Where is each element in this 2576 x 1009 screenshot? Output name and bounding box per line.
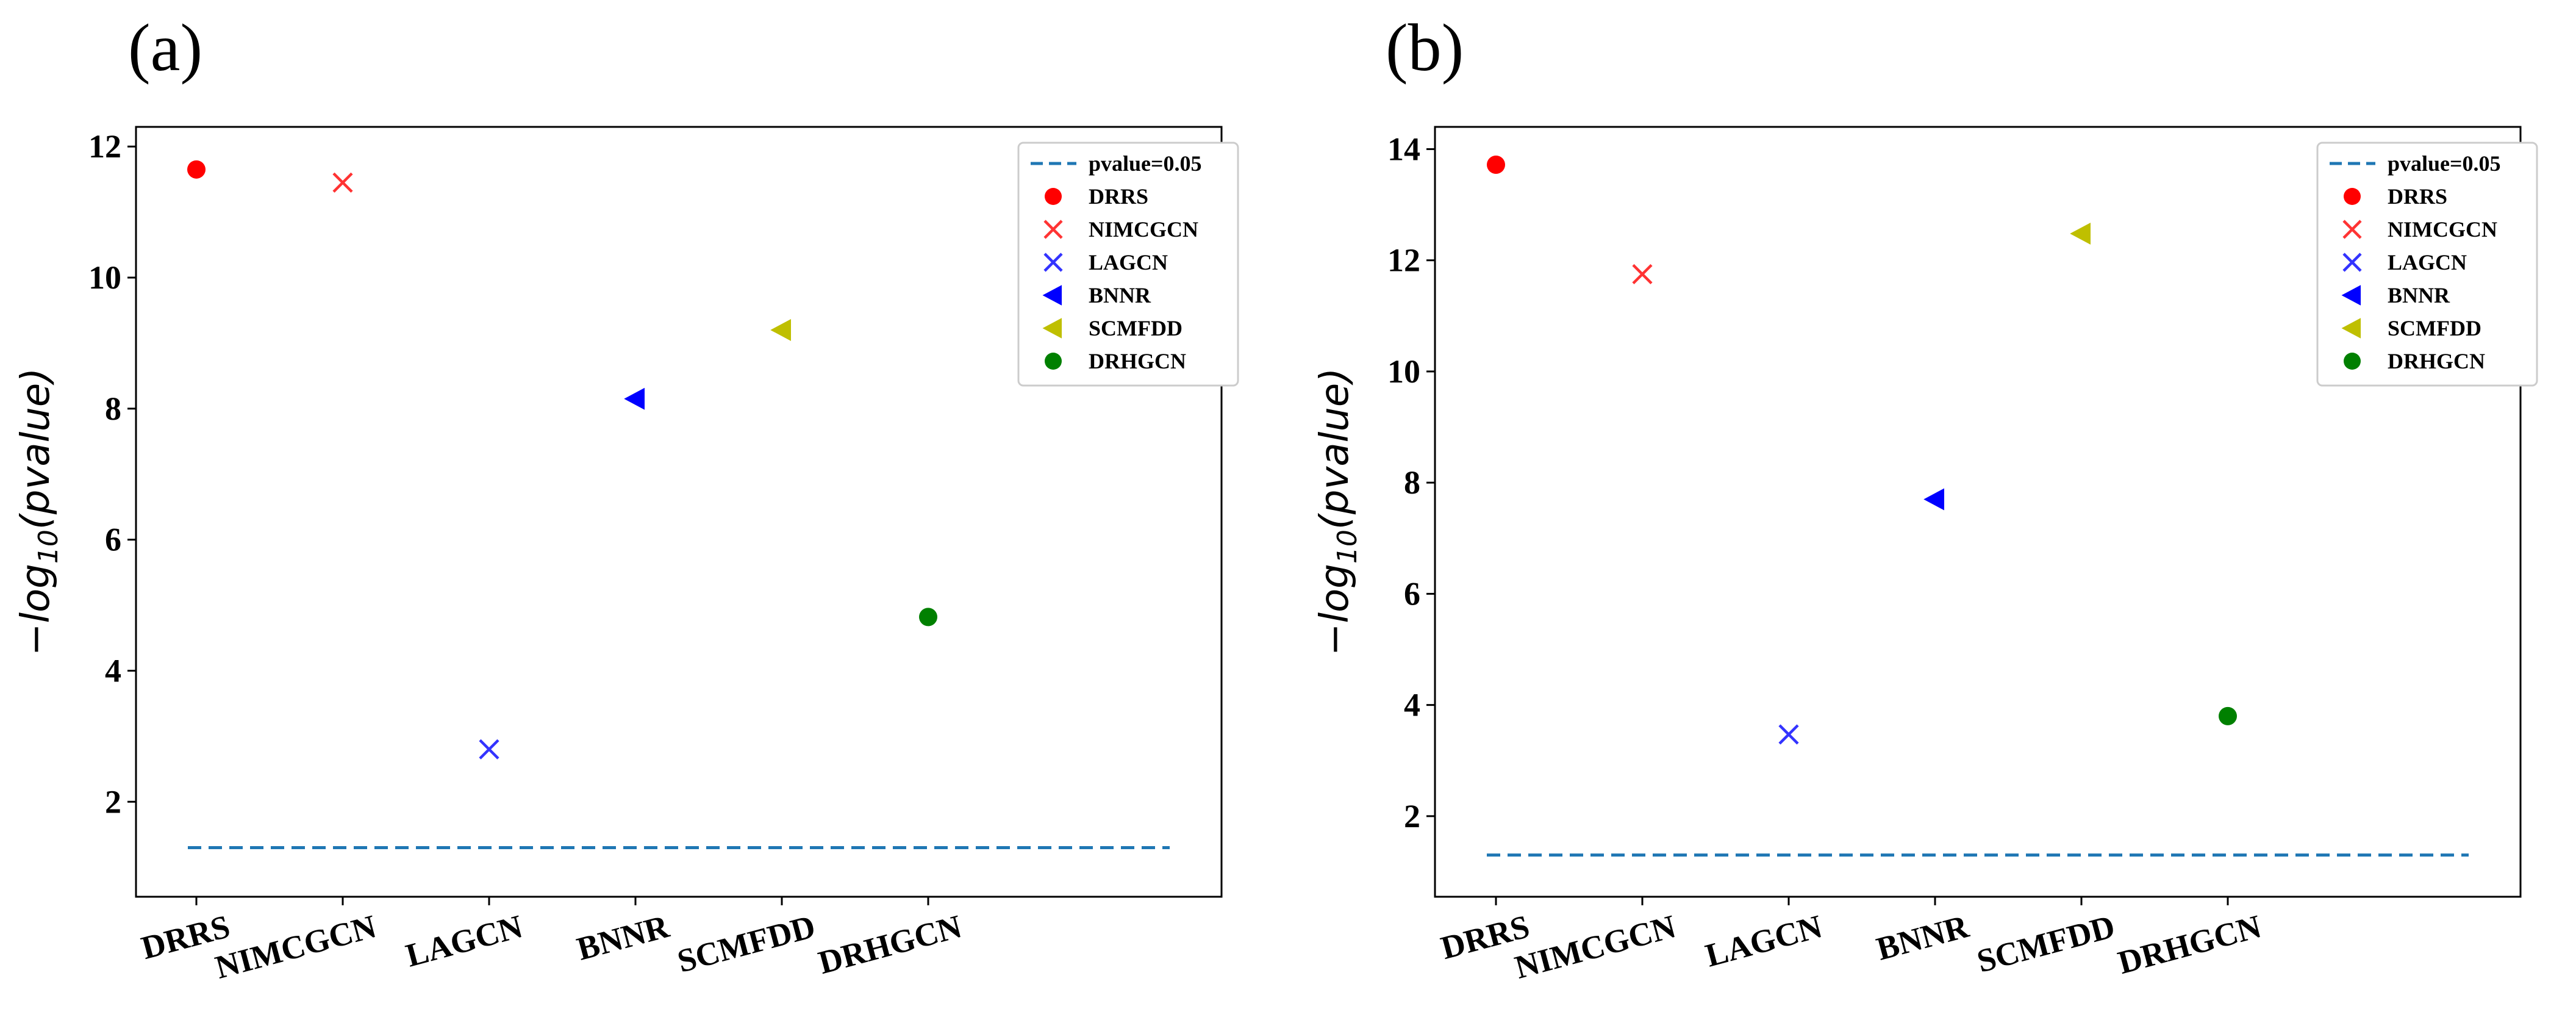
x-tick-label-scmfdd: SCMFDD xyxy=(673,908,819,980)
x-tick-label-bnnr: BNNR xyxy=(1873,908,1973,968)
y-tick-label: 12 xyxy=(1387,242,1420,279)
y-tick-label: 6 xyxy=(1404,575,1420,612)
point-drhgcn xyxy=(919,608,937,627)
axes-frame xyxy=(1434,126,2522,898)
point-nimcgcn xyxy=(1632,264,1653,285)
legend-box xyxy=(1017,142,1239,387)
legend-swatch-nimcgcn xyxy=(2342,220,2362,239)
ylabel-main: −log xyxy=(1312,564,1358,656)
y-tick-label: 12 xyxy=(88,128,121,165)
legend-swatch-scmfdd xyxy=(2341,318,2361,339)
x-tick-label-lagcn: LAGCN xyxy=(402,908,526,974)
point-lagcn xyxy=(1778,724,1799,745)
legend-swatch-nimcgcn-stroke-2 xyxy=(2342,220,2362,239)
legend-swatch-drrs xyxy=(1045,188,1062,205)
point-bnnr xyxy=(624,387,645,410)
legend: pvalue=0.05 DRRS NIMCGCN LAGCN BNNR SCMFDD DRH… xyxy=(1017,142,1239,387)
x-tick-label-drhgcn: DRHGCN xyxy=(2114,908,2265,981)
point-nimcgcn-stroke-2 xyxy=(332,172,353,193)
legend-swatch-drhgcn xyxy=(2344,353,2361,370)
legend-threshold-label: pvalue=0.05 xyxy=(1089,151,1202,176)
x-tick-label-nimcgcn: NIMCGCN xyxy=(212,908,380,986)
point-drrs xyxy=(187,160,206,179)
y-tick-label: 8 xyxy=(105,390,121,427)
y-tick-label: 2 xyxy=(105,783,121,820)
point-lagcn-stroke-2 xyxy=(1778,724,1799,745)
axes-frame xyxy=(135,126,1223,898)
y-tick-label: 8 xyxy=(1404,464,1420,501)
legend-label-drrs: DRRS xyxy=(1089,184,1148,209)
legend-label-lagcn: LAGCN xyxy=(1089,250,1168,275)
point-scmfdd xyxy=(2070,222,2091,245)
legend-swatch-drhgcn xyxy=(1045,353,1062,370)
legend-label-drhgcn: DRHGCN xyxy=(2388,349,2485,373)
x-tick-label-lagcn: LAGCN xyxy=(1701,908,1826,974)
x-tick-label-nimcgcn: NIMCGCN xyxy=(1511,908,1680,986)
point-nimcgcn-stroke-2 xyxy=(1632,264,1653,285)
legend-swatch-bnnr xyxy=(1042,285,1062,306)
legend-swatch-lagcn-stroke-2 xyxy=(2342,253,2362,272)
legend-swatch-lagcn xyxy=(1043,253,1063,272)
legend-label-bnnr: BNNR xyxy=(1089,283,1151,307)
y-tick-label: 4 xyxy=(105,652,121,689)
x-tick-label-drhgcn: DRHGCN xyxy=(815,908,965,981)
point-drhgcn xyxy=(2219,706,2237,725)
legend-label-scmfdd: SCMFDD xyxy=(2388,316,2481,340)
y-tick-label: 6 xyxy=(105,522,121,558)
legend-label-bnnr: BNNR xyxy=(2388,283,2450,307)
point-bnnr xyxy=(1923,488,1944,511)
legend-box xyxy=(2316,142,2538,387)
legend-swatch-scmfdd xyxy=(1042,318,1062,339)
y-tick-label: 14 xyxy=(1387,131,1420,167)
x-tick-label-scmfdd: SCMFDD xyxy=(1973,908,2119,980)
legend-label-drrs: DRRS xyxy=(2388,184,2447,209)
x-tick-label-bnnr: BNNR xyxy=(573,908,673,968)
point-drrs xyxy=(1487,155,1505,174)
ylabel-tail: (pvalue) xyxy=(1312,368,1358,530)
panel-label: (b) xyxy=(1386,10,1464,85)
legend-label-nimcgcn: NIMCGCN xyxy=(2388,217,2497,242)
legend-label-drhgcn: DRHGCN xyxy=(1089,349,1186,373)
legend-swatch-lagcn-stroke-2 xyxy=(1043,253,1063,272)
legend-swatch-bnnr xyxy=(2341,285,2361,306)
panel-label: (a) xyxy=(128,10,202,85)
legend-swatch-nimcgcn xyxy=(1043,220,1063,239)
point-lagcn xyxy=(479,739,499,759)
legend-threshold-label: pvalue=0.05 xyxy=(2388,151,2501,176)
legend-swatch-nimcgcn-stroke-2 xyxy=(1043,220,1063,239)
y-tick-label: 10 xyxy=(1387,353,1420,390)
ylabel-tail: (pvalue) xyxy=(13,368,59,530)
ylabel-sub: 10 xyxy=(33,530,64,564)
legend: pvalue=0.05 DRRS NIMCGCN LAGCN BNNR SCMFDD DRH… xyxy=(2316,142,2538,387)
y-tick-label: 10 xyxy=(88,259,121,296)
y-axis-label: −log10(pvalue) xyxy=(13,368,64,656)
legend-label-nimcgcn: NIMCGCN xyxy=(1089,217,1198,242)
point-nimcgcn xyxy=(332,172,353,193)
y-axis-label: −log10(pvalue) xyxy=(1312,368,1363,656)
y-tick-label: 2 xyxy=(1404,798,1420,835)
point-lagcn-stroke-2 xyxy=(479,739,499,759)
legend-label-lagcn: LAGCN xyxy=(2388,250,2467,275)
legend-swatch-lagcn xyxy=(2342,253,2362,272)
ylabel-sub: 10 xyxy=(1332,530,1363,564)
y-tick-label: 4 xyxy=(1404,687,1420,724)
legend-swatch-drrs xyxy=(2344,188,2361,205)
point-scmfdd xyxy=(770,318,791,341)
legend-label-scmfdd: SCMFDD xyxy=(1089,316,1182,340)
ylabel-main: −log xyxy=(13,564,59,656)
